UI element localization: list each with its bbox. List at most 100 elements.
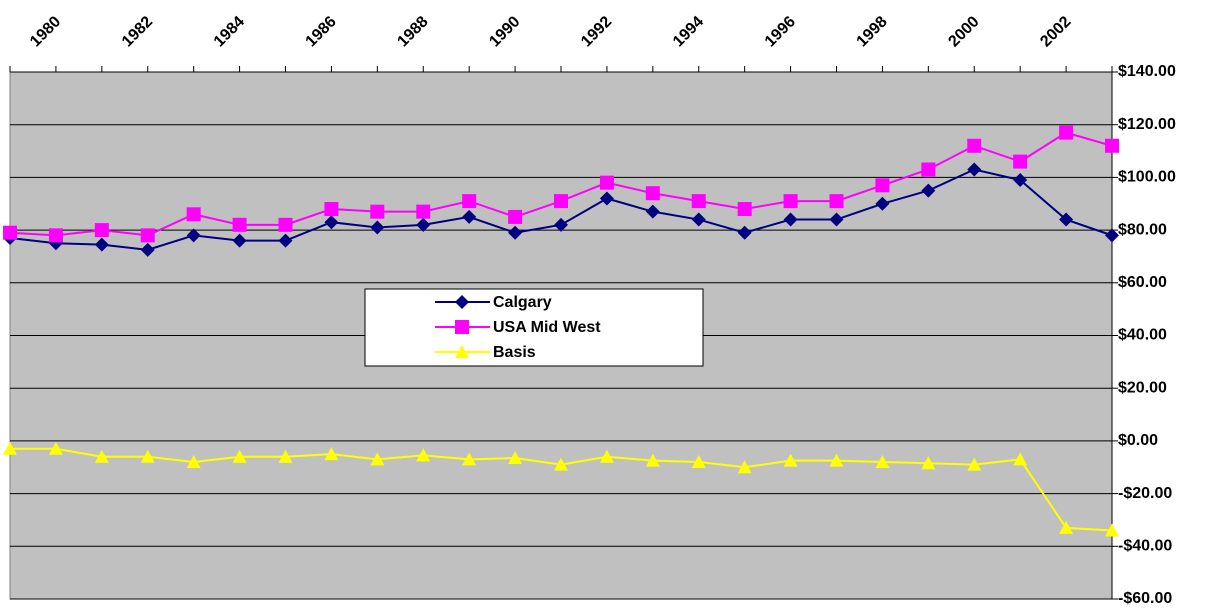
point xyxy=(691,454,706,468)
point xyxy=(829,212,844,227)
point xyxy=(1013,452,1028,466)
point xyxy=(508,209,523,224)
point xyxy=(554,194,568,209)
legend-label: USA Mid West xyxy=(493,319,601,336)
point xyxy=(783,212,798,227)
point xyxy=(599,449,614,463)
legend-marker xyxy=(455,295,469,309)
point xyxy=(875,196,890,211)
x-tick-label: 1990 xyxy=(486,13,523,50)
y-tick-label: $100.00 xyxy=(1118,169,1176,186)
point xyxy=(967,162,982,177)
y-tick-label: $20.00 xyxy=(1118,379,1167,396)
point xyxy=(921,162,936,177)
point xyxy=(416,448,431,462)
y-tick-label: $40.00 xyxy=(1118,327,1167,344)
point xyxy=(691,194,706,209)
point xyxy=(462,452,477,466)
point xyxy=(462,209,477,224)
x-tick-label: 1980 xyxy=(27,13,64,50)
point xyxy=(140,228,155,243)
point xyxy=(140,449,155,463)
point xyxy=(737,460,752,474)
point xyxy=(278,449,293,463)
point xyxy=(508,451,523,465)
point xyxy=(691,212,706,227)
point xyxy=(921,183,936,198)
point xyxy=(1013,173,1028,188)
point xyxy=(645,204,660,219)
y-tick-label: $140.00 xyxy=(1118,63,1176,80)
point xyxy=(186,207,201,222)
point xyxy=(967,457,982,471)
point xyxy=(48,441,63,455)
point xyxy=(1059,212,1074,227)
y-tick-label: -$40.00 xyxy=(1118,538,1172,555)
legend-marker xyxy=(455,345,469,358)
point xyxy=(967,138,982,153)
point xyxy=(278,217,293,232)
point xyxy=(1105,138,1119,153)
x-tick-label: 1996 xyxy=(762,13,799,50)
point xyxy=(783,194,798,209)
legend: Calgary USA Mid West Basis xyxy=(364,288,704,367)
point xyxy=(370,204,385,219)
point xyxy=(416,204,431,219)
point xyxy=(3,441,17,455)
point xyxy=(140,242,155,257)
point xyxy=(324,215,339,230)
x-tick-label: 1984 xyxy=(211,13,248,50)
point xyxy=(554,217,568,232)
point xyxy=(1059,520,1074,534)
y-tick-label: -$20.00 xyxy=(1118,485,1172,502)
y-tick-label: -$60.00 xyxy=(1118,590,1172,607)
point xyxy=(1105,228,1119,243)
point xyxy=(232,449,247,463)
y-tick-label: $80.00 xyxy=(1118,221,1167,238)
point xyxy=(508,225,523,240)
point xyxy=(921,456,936,470)
point xyxy=(737,202,752,217)
point xyxy=(94,237,109,252)
point xyxy=(783,453,798,467)
point xyxy=(875,178,890,193)
point xyxy=(3,225,17,240)
x-tick-label: 1982 xyxy=(119,13,156,50)
point xyxy=(186,454,201,468)
point xyxy=(370,220,385,235)
point xyxy=(829,194,844,209)
x-tick-label: 2000 xyxy=(945,13,982,50)
x-tick-label: 1998 xyxy=(854,13,891,50)
point xyxy=(1013,154,1028,169)
y-tick-label: $0.00 xyxy=(1118,432,1158,449)
point xyxy=(737,225,752,240)
point xyxy=(1105,523,1119,537)
legend-box xyxy=(364,288,704,367)
point xyxy=(416,217,431,232)
legend-label: Basis xyxy=(493,344,536,361)
x-tick-label: 1992 xyxy=(578,13,615,50)
point xyxy=(94,223,109,238)
point xyxy=(232,233,247,248)
x-tick-label: 2002 xyxy=(1037,13,1074,50)
point xyxy=(370,452,385,466)
point xyxy=(232,217,247,232)
y-tick-label: $120.00 xyxy=(1118,116,1176,133)
point xyxy=(324,202,339,217)
x-tick-label: 1986 xyxy=(303,13,340,50)
legend-marker xyxy=(455,320,469,334)
x-tick-label: 1994 xyxy=(670,13,707,50)
point xyxy=(186,228,201,243)
point xyxy=(599,175,614,190)
point xyxy=(829,453,844,467)
point xyxy=(94,449,109,463)
y-tick-label: $60.00 xyxy=(1118,274,1167,291)
legend-label: Calgary xyxy=(493,294,552,311)
point xyxy=(462,194,477,209)
point xyxy=(645,453,660,467)
point xyxy=(554,457,568,471)
x-tick-label: 1988 xyxy=(394,13,431,50)
point xyxy=(599,191,614,206)
point xyxy=(278,233,293,248)
